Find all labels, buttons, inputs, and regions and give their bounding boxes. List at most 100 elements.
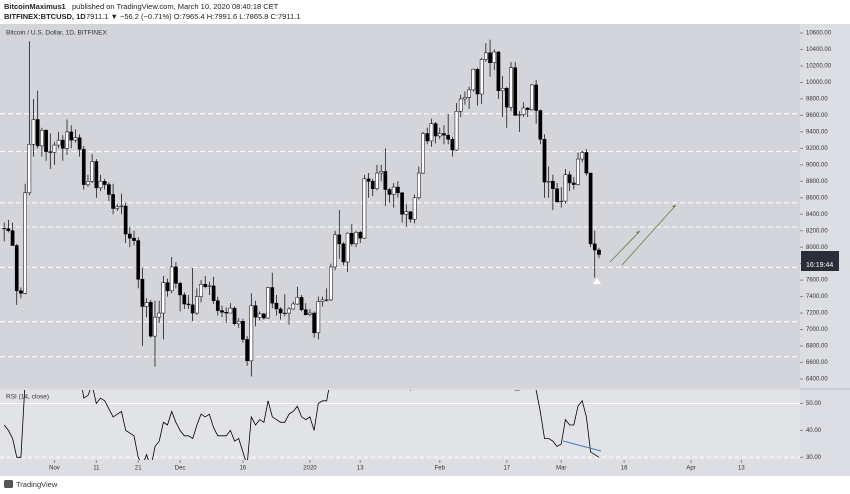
candle-body	[44, 129, 48, 152]
y-tick-label: 6600.00	[806, 360, 828, 366]
candle-body	[471, 69, 476, 91]
candle-body	[186, 303, 191, 306]
x-tick-label: Apr	[686, 466, 695, 472]
price-pane	[0, 24, 800, 388]
candle-body	[282, 312, 287, 314]
candle-body	[190, 304, 195, 314]
candle-body	[329, 266, 333, 301]
candle-body	[580, 152, 585, 160]
candle-body	[383, 171, 388, 190]
y-tick-label: 8400.00	[806, 212, 828, 218]
y-tick-label: 7000.00	[806, 327, 828, 333]
candle-body	[27, 143, 32, 194]
y-tick-label: 7200.00	[806, 311, 828, 317]
y-tick-label: 8200.00	[806, 228, 828, 234]
candle-body	[416, 172, 421, 199]
candle-body	[40, 129, 44, 147]
x-tick-label: 16	[621, 466, 628, 472]
candle-body	[148, 302, 153, 337]
candle-body	[366, 178, 371, 182]
price-axis	[800, 24, 850, 460]
y-tick-label: 7400.00	[806, 294, 828, 300]
candle-body	[19, 290, 23, 294]
candle-body	[195, 296, 199, 314]
arrow-head	[636, 231, 640, 234]
x-tick-label: Nov	[49, 466, 60, 472]
candle-body	[433, 123, 438, 137]
time-axis	[0, 460, 850, 476]
y-tick-label: 10000.00	[806, 80, 832, 86]
candle-body	[354, 232, 358, 245]
candle-body	[23, 192, 27, 294]
candle-body	[584, 152, 589, 174]
candle-body	[77, 137, 82, 150]
candle-body	[534, 84, 538, 111]
y-tick-label: 9400.00	[806, 129, 828, 135]
candle-body	[111, 194, 115, 209]
y-tick-label: 8600.00	[806, 195, 828, 201]
published: published on TradingView.com, March 10, …	[72, 2, 279, 11]
candle-body	[375, 172, 379, 189]
candle-body	[429, 123, 434, 142]
candle-body	[278, 308, 283, 314]
candle-body	[241, 321, 245, 340]
candle-body	[546, 181, 551, 183]
y-tick-label: 10600.00	[806, 31, 832, 37]
y-tick-label: 10400.00	[806, 47, 832, 53]
candle-body	[2, 227, 7, 230]
candle-body	[115, 206, 120, 209]
candle-body	[274, 302, 279, 310]
candle-body	[312, 312, 316, 334]
x-tick-label: 2020	[303, 466, 317, 472]
candle-body	[463, 97, 467, 100]
candle-body	[228, 307, 233, 314]
candle-body	[119, 205, 124, 208]
candle-body	[90, 161, 94, 182]
candle-body	[211, 285, 216, 301]
candle-body	[81, 148, 86, 185]
candle-body	[324, 299, 329, 301]
candle-body	[178, 283, 182, 296]
candle-body	[56, 139, 61, 146]
y-tick-label: 8800.00	[806, 179, 828, 185]
candle-body	[245, 339, 249, 362]
symbol: BITFINEX:BTCUSD, 1D	[4, 12, 86, 21]
x-tick-label: 13	[357, 466, 364, 472]
candle-body	[379, 171, 384, 174]
candle-body	[592, 243, 597, 251]
candle-body	[31, 119, 36, 145]
candle-body	[10, 230, 15, 246]
candle-body	[69, 131, 74, 141]
candle-body	[387, 189, 392, 195]
candle-body	[203, 283, 208, 287]
candle-body	[551, 181, 555, 189]
candle-body	[236, 321, 241, 325]
countdown: 16:19:44	[806, 262, 833, 269]
candle-body	[362, 178, 367, 239]
x-tick-label: 16	[240, 466, 247, 472]
candle-body	[542, 139, 547, 183]
candle-body	[437, 133, 442, 137]
candle-body	[287, 308, 291, 314]
author: BitcoinMaximus1	[4, 2, 66, 11]
candle-body	[513, 67, 518, 116]
candle-body	[454, 111, 459, 151]
x-tick-label: 21	[135, 466, 142, 472]
x-tick-label: 13	[738, 466, 745, 472]
candle-body	[475, 69, 480, 95]
candle-body	[400, 192, 404, 215]
x-tick-label: 17	[503, 466, 510, 472]
axes: 6400.00 6600.00 6800.00 7000.00 7200.00 7400.…	[49, 31, 832, 472]
signal-marker	[593, 278, 601, 284]
candle-body	[249, 305, 254, 362]
rsi-line	[3, 390, 600, 460]
candle-body	[525, 107, 530, 110]
rsi-tick-label: 50.00	[806, 401, 822, 407]
candle-body	[299, 297, 304, 311]
candle-body	[123, 205, 128, 235]
candle-body	[571, 182, 576, 185]
candle-body	[182, 294, 187, 305]
candle-body	[253, 305, 258, 318]
candle-body	[421, 133, 425, 174]
